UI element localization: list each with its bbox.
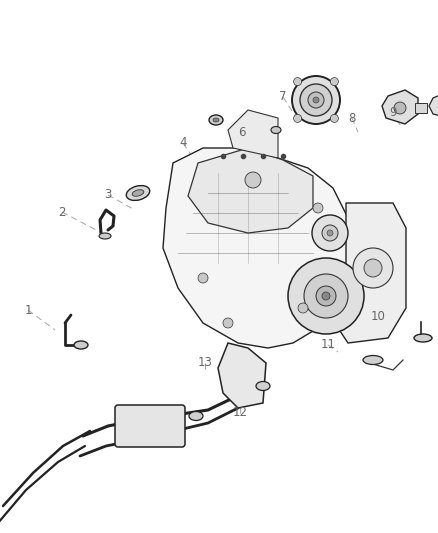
Text: 6: 6 — [238, 126, 246, 140]
FancyBboxPatch shape — [115, 405, 185, 447]
Circle shape — [330, 78, 339, 86]
Text: 4: 4 — [179, 136, 187, 149]
Text: 7: 7 — [279, 91, 287, 103]
Circle shape — [223, 318, 233, 328]
Text: 2: 2 — [58, 206, 66, 219]
Polygon shape — [382, 90, 418, 124]
Ellipse shape — [271, 126, 281, 133]
Circle shape — [300, 84, 332, 116]
Ellipse shape — [213, 118, 219, 122]
Circle shape — [313, 97, 319, 103]
Text: 1: 1 — [24, 303, 32, 317]
Text: 11: 11 — [321, 338, 336, 351]
Ellipse shape — [414, 334, 432, 342]
Circle shape — [364, 259, 382, 277]
Text: 13: 13 — [198, 357, 212, 369]
Circle shape — [353, 248, 393, 288]
Polygon shape — [338, 203, 406, 343]
Circle shape — [198, 273, 208, 283]
Text: 9: 9 — [389, 106, 397, 118]
Bar — [415, 103, 427, 113]
Circle shape — [298, 303, 308, 313]
Polygon shape — [228, 110, 278, 158]
Text: 10: 10 — [371, 311, 385, 324]
Circle shape — [293, 115, 302, 123]
Circle shape — [313, 203, 323, 213]
Circle shape — [288, 258, 364, 334]
Text: 12: 12 — [233, 407, 247, 419]
Circle shape — [293, 78, 302, 86]
Circle shape — [394, 102, 406, 114]
Ellipse shape — [209, 115, 223, 125]
Polygon shape — [218, 343, 266, 408]
Ellipse shape — [363, 356, 383, 365]
Circle shape — [330, 115, 339, 123]
Circle shape — [312, 215, 348, 251]
Circle shape — [322, 292, 330, 300]
Text: 8: 8 — [348, 111, 356, 125]
Polygon shape — [429, 92, 438, 118]
Circle shape — [292, 76, 340, 124]
Ellipse shape — [74, 341, 88, 349]
Ellipse shape — [126, 185, 150, 200]
Circle shape — [304, 274, 348, 318]
Circle shape — [327, 230, 333, 236]
Circle shape — [322, 225, 338, 241]
Ellipse shape — [189, 411, 203, 421]
Polygon shape — [163, 148, 348, 348]
Text: 3: 3 — [104, 189, 112, 201]
Circle shape — [245, 172, 261, 188]
Circle shape — [308, 92, 324, 108]
Ellipse shape — [99, 233, 111, 239]
Ellipse shape — [132, 190, 144, 196]
Circle shape — [316, 286, 336, 306]
Polygon shape — [188, 148, 313, 233]
Ellipse shape — [256, 382, 270, 391]
